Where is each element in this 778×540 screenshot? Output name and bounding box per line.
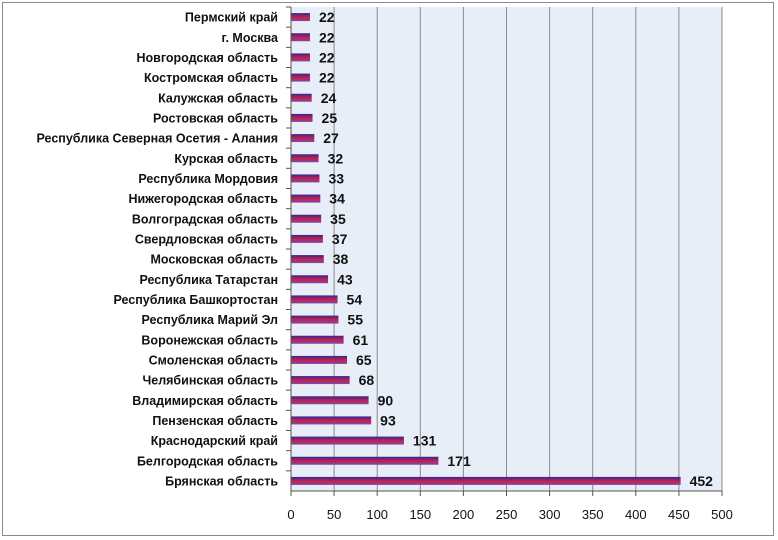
bar xyxy=(291,134,315,143)
value-label: 55 xyxy=(347,312,363,328)
value-label: 131 xyxy=(413,433,437,449)
bar xyxy=(291,376,350,385)
value-label: 61 xyxy=(353,332,369,348)
value-label: 38 xyxy=(333,251,349,267)
value-label: 22 xyxy=(319,70,335,86)
category-label: г. Москва xyxy=(222,31,280,45)
category-label: Челябинская область xyxy=(142,374,278,388)
value-label: 68 xyxy=(359,372,375,388)
bar xyxy=(291,275,329,284)
category-label: Пензенская область xyxy=(152,414,278,428)
value-label: 22 xyxy=(319,9,335,25)
bar xyxy=(291,13,310,22)
category-label: Смоленская область xyxy=(149,353,279,367)
bar xyxy=(291,53,310,62)
x-tick-label: 200 xyxy=(453,507,475,522)
category-label: Владимирская область xyxy=(132,394,278,408)
category-label: Волгоградская область xyxy=(132,212,278,226)
value-label: 54 xyxy=(347,291,363,307)
bar xyxy=(291,174,320,183)
category-label: Брянская область xyxy=(165,474,278,488)
bar xyxy=(291,93,312,102)
value-label: 171 xyxy=(447,453,471,469)
category-label: Республика Башкортостан xyxy=(113,293,278,307)
axes: 0 50 100 150 200 250 300 350 400 450 500 xyxy=(286,6,733,522)
category-label: Московская область xyxy=(150,253,278,267)
value-label: 452 xyxy=(690,473,714,489)
bar xyxy=(291,416,372,425)
category-label: Республика Марий Эл xyxy=(142,313,279,327)
value-label: 37 xyxy=(332,231,348,247)
category-label: Пермский край xyxy=(185,11,278,25)
bar xyxy=(291,154,319,163)
bar xyxy=(291,436,404,445)
bar xyxy=(291,476,681,485)
value-label: 33 xyxy=(328,170,344,186)
bar xyxy=(291,315,339,324)
category-label: Свердловская область xyxy=(135,232,278,246)
value-label: 22 xyxy=(319,29,335,45)
category-label: Нижегородская область xyxy=(128,192,278,206)
category-label: Костромская область xyxy=(144,71,278,85)
bar xyxy=(291,73,310,82)
value-label: 27 xyxy=(323,130,339,146)
x-tick-label: 100 xyxy=(366,507,388,522)
value-label: 22 xyxy=(319,49,335,65)
bar xyxy=(291,456,439,465)
bar xyxy=(291,335,344,344)
value-label: 24 xyxy=(321,90,337,106)
value-label: 34 xyxy=(329,191,345,207)
bar xyxy=(291,255,324,264)
category-label: Курская область xyxy=(174,152,278,166)
category-label: Республика Мордовия xyxy=(138,172,278,186)
bar xyxy=(291,214,322,223)
bar xyxy=(291,355,348,364)
bar xyxy=(291,295,338,304)
x-tick-label: 250 xyxy=(496,507,518,522)
x-tick-label: 50 xyxy=(327,507,341,522)
bar xyxy=(291,33,310,42)
value-label: 65 xyxy=(356,352,372,368)
labels: Пермский край 22 г. Москва 22 Новгородская о… xyxy=(37,9,714,489)
value-label: 90 xyxy=(378,392,394,408)
x-tick-label: 350 xyxy=(582,507,604,522)
value-label: 25 xyxy=(322,110,338,126)
category-label: Новгородская область xyxy=(136,51,278,65)
bar xyxy=(291,396,369,405)
x-tick-label: 0 xyxy=(287,507,294,522)
x-tick-label: 450 xyxy=(668,507,690,522)
value-label: 32 xyxy=(328,150,344,166)
category-label: Ростовская область xyxy=(153,111,278,125)
bar xyxy=(291,113,313,122)
bar-chart: 0 50 100 150 200 250 300 350 400 450 500 Пермский … xyxy=(37,6,733,522)
value-label: 35 xyxy=(330,211,346,227)
x-tick-label: 150 xyxy=(409,507,431,522)
x-tick-label: 400 xyxy=(625,507,647,522)
value-label: 93 xyxy=(380,412,396,428)
category-label: Республика Татарстан xyxy=(139,273,278,287)
x-tick-label: 300 xyxy=(539,507,561,522)
bar xyxy=(291,234,323,243)
category-label: Республика Северная Осетия - Алания xyxy=(37,132,278,146)
category-label: Белгородская область xyxy=(137,454,278,468)
gridlines xyxy=(333,7,723,491)
category-label: Краснодарский край xyxy=(151,434,278,448)
value-label: 43 xyxy=(337,271,353,287)
x-tick-label: 500 xyxy=(711,507,733,522)
bar xyxy=(291,194,321,203)
category-label: Воронежская область xyxy=(141,333,278,347)
bars xyxy=(291,13,681,485)
category-label: Калужская область xyxy=(158,91,278,105)
